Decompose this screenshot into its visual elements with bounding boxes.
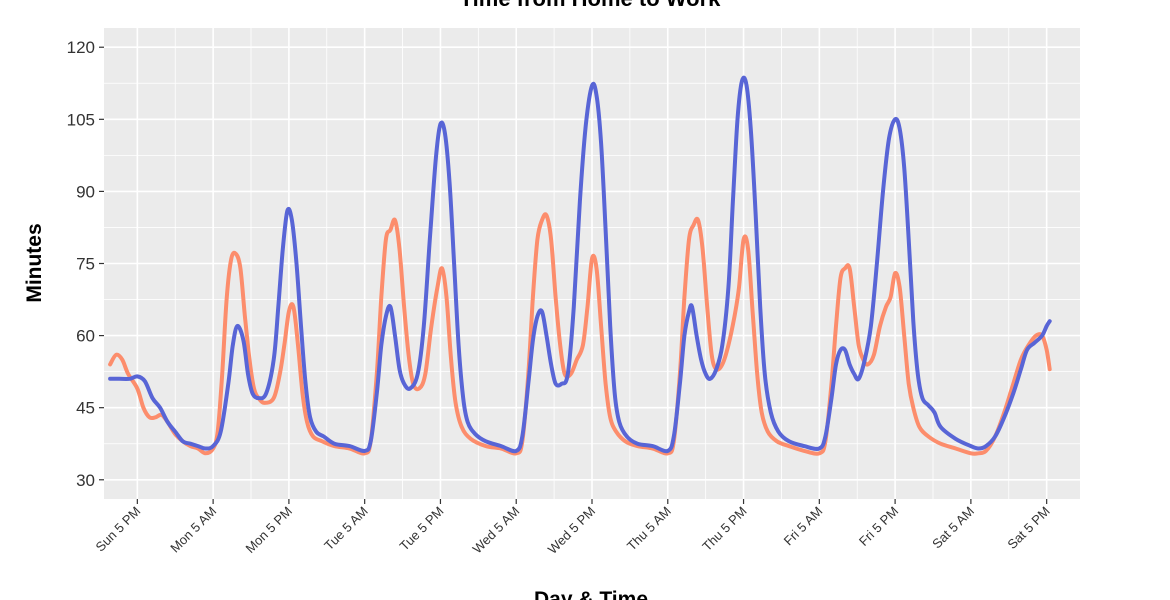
y-tick-label: 120 — [67, 38, 95, 57]
x-tick-label: Fri 5 PM — [856, 504, 901, 549]
y-tick-label: 75 — [76, 255, 95, 274]
chart-title: Time from Home to Work — [460, 0, 722, 11]
x-tick-label: Mon 5 AM — [167, 504, 219, 556]
y-axis-title: Minutes — [23, 223, 46, 302]
x-tick-label: Thu 5 PM — [699, 504, 749, 554]
x-tick-label: Sat 5 PM — [1004, 504, 1052, 552]
x-axis-title: Day & Time — [534, 588, 648, 600]
y-tick-label: 30 — [76, 471, 95, 490]
x-tick-label: Thu 5 AM — [624, 504, 674, 554]
series-line-blue — [108, 75, 1052, 454]
x-tick-label: Tue 5 PM — [396, 504, 446, 554]
y-tick-label: 60 — [76, 327, 95, 346]
x-tick-label: Wed 5 PM — [545, 504, 598, 557]
series-layer — [108, 75, 1052, 456]
x-tick-label: Fri 5 AM — [781, 504, 826, 549]
y-axis: 30 45 60 75 90 105 120 — [67, 38, 104, 490]
y-tick-label: 105 — [67, 110, 95, 129]
x-axis: Sun 5 PM Mon 5 AM Mon 5 PM Tue 5 AM Tue 5 PM… — [92, 499, 1053, 557]
x-tick-label: Mon 5 PM — [243, 504, 296, 557]
y-tick-label: 45 — [76, 399, 95, 418]
x-tick-label: Wed 5 AM — [469, 504, 522, 557]
y-tick-label: 90 — [76, 182, 95, 201]
x-tick-label: Sat 5 AM — [929, 504, 977, 552]
x-tick-label: Sun 5 PM — [92, 504, 143, 555]
x-tick-label: Tue 5 AM — [321, 504, 371, 554]
